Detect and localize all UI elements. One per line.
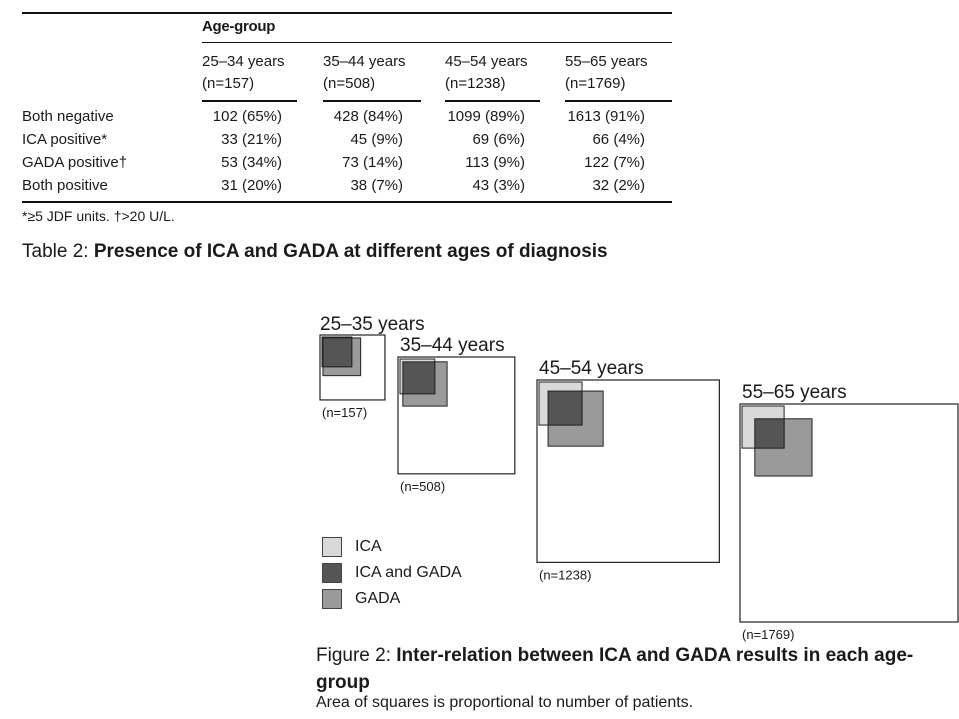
figure-caption-prefix: Figure 2: [316, 645, 397, 666]
table-caption-title: Presence of ICA and GADA at different ag… [93, 241, 608, 262]
legend-swatch-ica-and-gada [322, 563, 342, 583]
ica-and-gada-square [402, 361, 436, 395]
table-cell: 122 (7%) [584, 154, 645, 171]
table-group-rule [202, 42, 672, 43]
ica-and-gada-square [754, 418, 785, 449]
table-footnote: *≥5 JDF units. †>20 U/L. [22, 208, 175, 224]
sample-size-label: (n=157) [322, 405, 367, 420]
table-cell: 1099 (89%) [447, 108, 525, 125]
sample-size-label: (n=1769) [742, 627, 794, 642]
age-group-header: Age-group [202, 18, 276, 35]
table-cell: 38 (7%) [350, 177, 403, 194]
table-cell: 1613 (91%) [567, 108, 645, 125]
total-square [397, 356, 516, 475]
table-cell: 53 (34%) [221, 154, 282, 171]
column-header: (n=157) [202, 75, 255, 92]
table-cell: 45 (9%) [350, 131, 403, 148]
table-cell: 33 (21%) [221, 131, 282, 148]
figure-caption-title: Inter-relation between ICA and GADA resu… [316, 645, 914, 693]
column-header: 25–34 years [202, 53, 285, 70]
table-col1-rule [202, 100, 297, 102]
table-caption-prefix: Table 2: [22, 241, 94, 262]
legend-label: ICA and GADA [355, 564, 462, 581]
total-square [536, 379, 720, 563]
column-header: 45–54 years [445, 53, 528, 70]
gada-square [402, 361, 448, 407]
table-cell: 73 (14%) [342, 154, 403, 171]
ica-and-gada-square [547, 390, 583, 426]
table-cell: 43 (3%) [472, 177, 525, 194]
row-label: Both negative [22, 108, 114, 125]
age-group-squares: 55–65 years (n=1769) [739, 382, 959, 642]
column-header: (n=1238) [445, 75, 506, 92]
total-square [319, 334, 386, 401]
table-col3-rule [445, 100, 540, 102]
legend-label: ICA [355, 538, 382, 555]
ica-square [741, 405, 785, 449]
age-group-label: 35–44 years [400, 335, 505, 356]
legend-swatch-ica [322, 537, 342, 557]
row-label: Both positive [22, 177, 108, 194]
table-caption: Table 2: Presence of ICA and GADA at dif… [22, 238, 662, 266]
gada-square [322, 337, 362, 377]
table-top-rule [22, 12, 672, 14]
ica-square [538, 381, 583, 426]
ica-square [321, 336, 353, 368]
ica-and-gada-square [322, 337, 353, 368]
total-square [739, 403, 959, 623]
age-group-label: 25–35 years [320, 314, 425, 335]
table-cell: 102 (65%) [212, 108, 282, 125]
table-cell: 113 (9%) [465, 154, 525, 171]
age-group-squares: 35–44 years (n=508) [397, 335, 516, 494]
age-group-squares: 45–54 years (n=1238) [536, 358, 720, 582]
column-header: (n=1769) [565, 75, 626, 92]
legend-label: GADA [355, 590, 401, 607]
table-cell: 31 (20%) [221, 177, 282, 194]
table-cell: 66 (4%) [592, 131, 645, 148]
sample-size-label: (n=508) [400, 479, 445, 494]
age-group-squares: 25–35 years (n=157) [319, 314, 425, 420]
sample-size-label: (n=1238) [539, 567, 591, 582]
table-col4-rule [565, 100, 672, 102]
figure-caption: Figure 2: Inter-relation between ICA and… [316, 642, 946, 696]
column-header: 35–44 years [323, 53, 406, 70]
table-cell: 428 (84%) [333, 108, 403, 125]
row-label: GADA positive† [22, 154, 128, 171]
gada-square [547, 390, 604, 447]
table-cell: 69 (6%) [472, 131, 525, 148]
row-label: ICA positive* [22, 131, 108, 148]
legend-swatch-gada [322, 589, 342, 609]
age-group-label: 45–54 years [539, 358, 644, 379]
column-header: (n=508) [323, 75, 376, 92]
age-group-label: 55–65 years [742, 382, 847, 403]
table-col2-rule [323, 100, 421, 102]
figure-caption-note: Area of squares is proportional to numbe… [316, 694, 694, 711]
table-cell: 32 (2%) [592, 177, 645, 194]
column-header: 55–65 years [565, 53, 648, 70]
ica-square [399, 358, 436, 395]
gada-square [754, 418, 813, 477]
table-bottom-rule [22, 201, 672, 203]
